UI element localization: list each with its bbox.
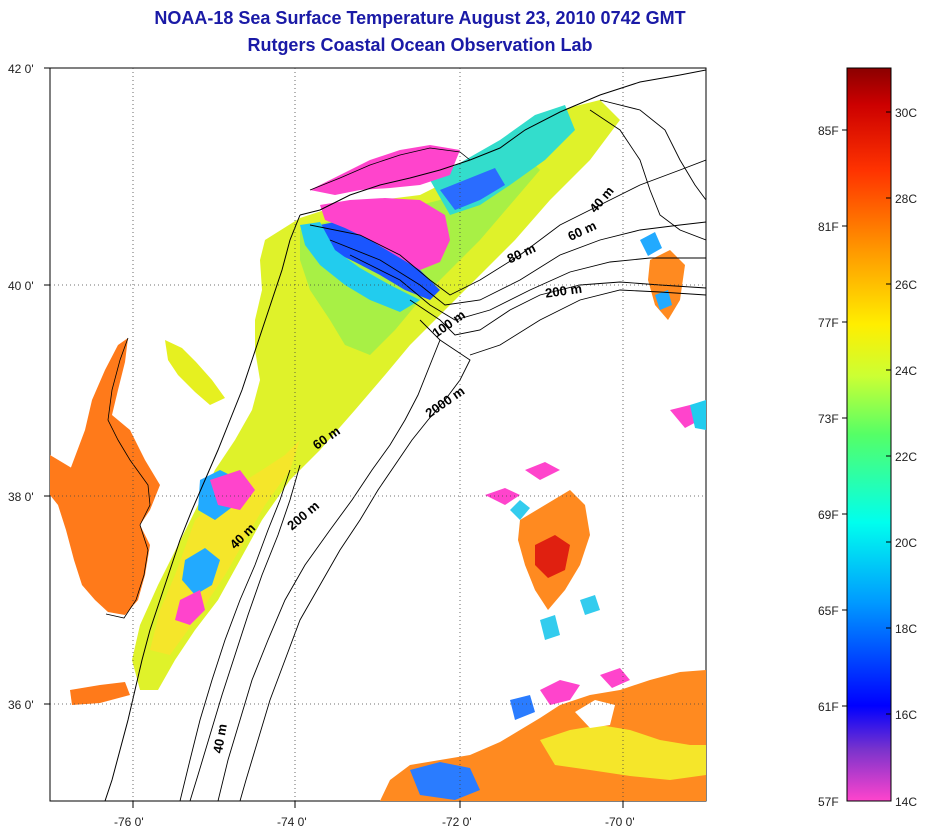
colorbar-c-label: 16C [895, 708, 917, 722]
colorbar-f-label: 73F [818, 412, 839, 426]
contour-label: 200 m [544, 281, 583, 301]
colorbar-celsius-labels: 30C 28C 26C 24C 22C 20C 18C 16C 14C [895, 106, 917, 809]
colorbar-c-label: 20C [895, 536, 917, 550]
lon-tick-label: -72 0' [442, 815, 472, 829]
colorbar-ticks [842, 111, 891, 715]
colorbar-f-label: 57F [818, 795, 839, 809]
longitude-labels: -76 0' -74 0' -72 0' -70 0' [114, 815, 635, 829]
colorbar [846, 67, 892, 802]
map-subtitle: Rutgers Coastal Ocean Observation Lab [247, 35, 593, 55]
james-river-sst [70, 682, 130, 705]
colorbar-fahrenheit-labels: 85F 81F 77F 73F 69F 65F 61F 57F [818, 124, 839, 809]
cool-water-blue-2 [440, 168, 505, 210]
offshore-eddy-rim [510, 500, 600, 640]
colorbar-c-label: 30C [895, 106, 917, 120]
graticule [50, 68, 706, 801]
gulf-stream-magenta [540, 668, 630, 705]
cloud-delmarva [210, 470, 255, 510]
lat-tick-label: 38 0' [8, 490, 34, 504]
contour-label: 40 m [210, 723, 230, 755]
gulf-stream-white-hole [575, 700, 615, 728]
cloud-virginia [175, 590, 205, 625]
chesapeake-bay-sst [50, 338, 160, 615]
map-title: NOAA-18 Sea Surface Temperature August 2… [154, 8, 686, 28]
map-layers: 40 m 60 m 80 m 200 m 100 m 2000 m 60 m 2… [50, 69, 706, 801]
lon-tick-label: -76 0' [114, 815, 144, 829]
cool-water-delmarva [182, 548, 220, 595]
isobaths [179, 99, 706, 801]
colorbar-c-label: 28C [895, 192, 917, 206]
offshore-patch-magenta [485, 462, 560, 505]
colorbar-c-label: 24C [895, 364, 917, 378]
colorbar-c-label: 14C [895, 795, 917, 809]
colorbar-f-label: 77F [818, 316, 839, 330]
coastline [104, 69, 706, 801]
colorbar-c-label: 18C [895, 622, 917, 636]
gulf-stream-cool-patch [410, 695, 535, 800]
colorbar-f-label: 69F [818, 508, 839, 522]
colorbar-f-label: 65F [818, 604, 839, 618]
lat-tick-label: 36 0' [8, 698, 34, 712]
lon-tick-label: -70 0' [605, 815, 635, 829]
lat-tick-label: 42 0' [8, 62, 34, 76]
offshore-eddy-red [535, 535, 570, 578]
cloud-ny-bight [320, 198, 450, 270]
cool-water-cyan-1 [300, 222, 420, 312]
tick-marks [44, 67, 624, 808]
lon-tick-label: -74 0' [277, 815, 307, 829]
colorbar-f-label: 85F [818, 124, 839, 138]
cloud-long-island [310, 145, 460, 195]
lat-tick-label: 40 0' [8, 279, 34, 293]
colorbar-c-label: 26C [895, 278, 917, 292]
colorbar-f-label: 61F [818, 700, 839, 714]
delaware-bay-sst [165, 340, 225, 405]
colorbar-f-label: 81F [818, 220, 839, 234]
chesapeake-shore [105, 337, 151, 619]
latitude-labels: 42 0' 40 0' 38 0' 36 0' [8, 62, 34, 712]
colorbar-c-label: 22C [895, 450, 917, 464]
cape-cod-cool [640, 232, 672, 310]
east-patch-cyan [690, 400, 706, 430]
shelf-sst-main [132, 100, 620, 690]
potomac-river-sst [50, 455, 85, 500]
